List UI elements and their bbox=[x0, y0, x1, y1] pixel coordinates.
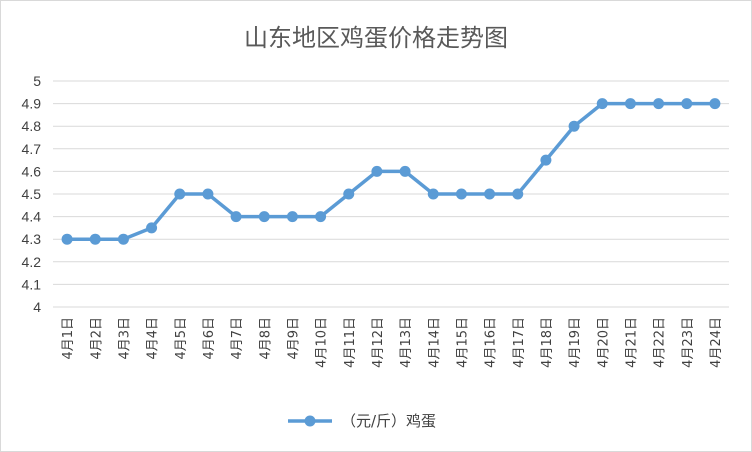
y-tick-label: 4.3 bbox=[22, 231, 42, 247]
x-axis-ticks: 4月1日 4月2日 4月3日 4月4日 4月5日 4月6日 4月7日 4月8日 4月9日 4月10… bbox=[61, 317, 724, 368]
data-point bbox=[174, 188, 186, 200]
data-point bbox=[315, 211, 327, 223]
data-point bbox=[286, 211, 298, 223]
chart-title: 山东地区鸡蛋价格走势图 bbox=[244, 24, 508, 52]
x-tick-label: 4月7日 bbox=[230, 317, 245, 360]
y-axis-ticks: 4 4.1 4.2 4.3 4.4 4.5 4.6 4.7 4.8 4.9 5 bbox=[22, 73, 42, 315]
data-point bbox=[455, 188, 467, 200]
data-point bbox=[146, 222, 158, 234]
data-point bbox=[371, 165, 383, 177]
data-point bbox=[653, 98, 665, 110]
y-tick-label: 4 bbox=[33, 299, 41, 315]
x-tick-label: 4月5日 bbox=[174, 317, 189, 360]
x-tick-label: 4月13日 bbox=[399, 317, 414, 368]
data-point bbox=[624, 98, 636, 110]
grid-lines bbox=[53, 80, 729, 308]
x-tick-label: 4月23日 bbox=[681, 317, 696, 368]
x-tick-label: 4月20日 bbox=[596, 317, 611, 368]
data-point bbox=[117, 233, 129, 245]
y-tick-label: 4.6 bbox=[22, 163, 42, 179]
x-tick-label: 4月2日 bbox=[89, 317, 104, 360]
y-tick-label: 4.4 bbox=[22, 209, 42, 225]
data-point bbox=[427, 188, 439, 200]
x-tick-label: 4月8日 bbox=[258, 317, 273, 360]
x-tick-label: 4月18日 bbox=[540, 317, 555, 368]
data-point bbox=[230, 211, 242, 223]
legend-dot-marker bbox=[304, 415, 316, 427]
data-point bbox=[343, 188, 355, 200]
x-tick-label: 4月4日 bbox=[146, 317, 161, 360]
data-point bbox=[596, 98, 608, 110]
y-tick-label: 5 bbox=[33, 73, 41, 89]
x-tick-label: 4月24日 bbox=[709, 317, 724, 368]
data-point bbox=[89, 233, 101, 245]
x-tick-label: 4月11日 bbox=[343, 317, 358, 368]
x-tick-label: 4月17日 bbox=[512, 317, 527, 368]
x-tick-label: 4月6日 bbox=[202, 317, 217, 360]
x-tick-label: 4月19日 bbox=[568, 317, 583, 368]
data-point bbox=[484, 188, 496, 200]
data-point bbox=[681, 98, 693, 110]
y-tick-label: 4.9 bbox=[22, 96, 42, 112]
data-point bbox=[258, 211, 270, 223]
legend: （元/斤）鸡蛋 bbox=[288, 412, 436, 430]
y-tick-label: 4.5 bbox=[22, 186, 42, 202]
y-tick-label: 4.1 bbox=[22, 276, 42, 292]
data-point bbox=[61, 233, 73, 245]
data-point bbox=[568, 120, 580, 132]
legend-label: （元/斤）鸡蛋 bbox=[341, 412, 436, 430]
x-tick-label: 4月10日 bbox=[315, 317, 330, 368]
x-tick-label: 4月16日 bbox=[484, 317, 499, 368]
data-point bbox=[202, 188, 214, 200]
x-tick-label: 4月12日 bbox=[371, 317, 386, 368]
data-point bbox=[540, 154, 552, 166]
y-tick-label: 4.2 bbox=[22, 254, 42, 270]
x-tick-label: 4月9日 bbox=[286, 317, 301, 360]
y-tick-label: 4.8 bbox=[22, 118, 42, 134]
x-tick-label: 4月3日 bbox=[117, 317, 132, 360]
x-tick-label: 4月21日 bbox=[624, 317, 639, 368]
y-tick-label: 4.7 bbox=[22, 141, 42, 157]
x-tick-label: 4月15日 bbox=[455, 317, 470, 368]
x-tick-label: 4月1日 bbox=[61, 317, 76, 360]
x-tick-label: 4月22日 bbox=[653, 317, 668, 368]
series-layer bbox=[61, 98, 721, 245]
data-point bbox=[512, 188, 524, 200]
x-tick-label: 4月14日 bbox=[427, 317, 442, 368]
data-point bbox=[399, 165, 411, 177]
data-point bbox=[709, 98, 721, 110]
